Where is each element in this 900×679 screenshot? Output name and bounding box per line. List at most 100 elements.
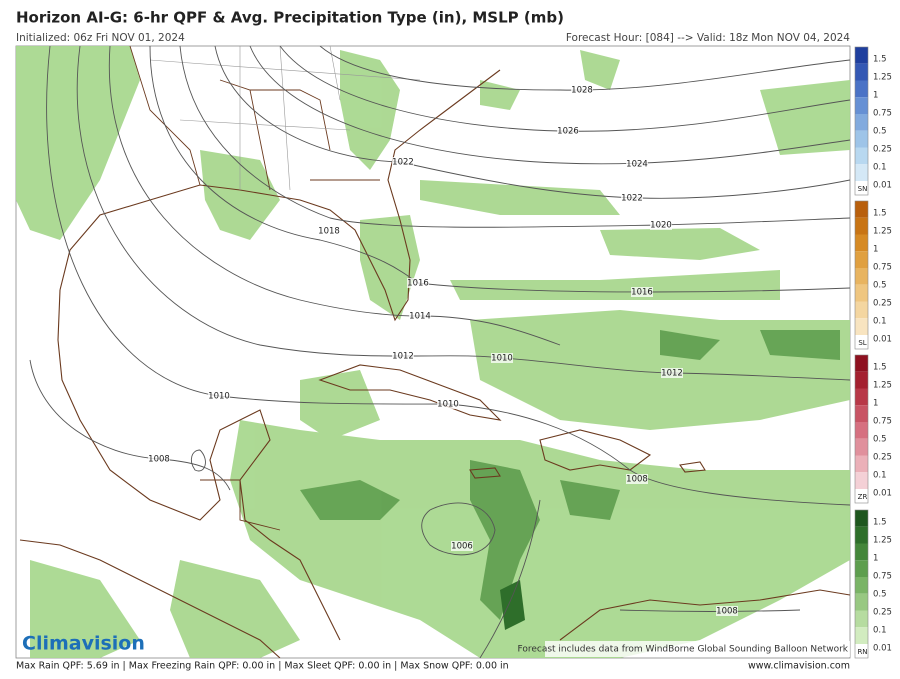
coastline (19, 539, 281, 658)
colorbar-tick-label: 1.5 (873, 518, 887, 528)
colorbar-segment (855, 543, 868, 561)
isobar-label-bg (631, 287, 653, 297)
colorbar-tick-label: 0.75 (873, 263, 892, 273)
coastline (59, 69, 501, 322)
colorbar-tick-label: 0.1 (873, 163, 887, 173)
colorbar-tick-label: 0.25 (873, 145, 892, 155)
colorbar-segment (855, 610, 868, 628)
isobar-label: 1010 (437, 400, 459, 410)
isobar-label: 1022 (621, 194, 643, 204)
colorbar-segment (855, 318, 868, 335)
colorbar-segment (855, 284, 868, 302)
colorbar-tick-label: 0.5 (873, 435, 887, 445)
isobar-label-bg (407, 278, 429, 288)
jamaica (469, 467, 501, 479)
colorbar-tick-label: 0.01 (873, 644, 892, 654)
colorbar-tick-label: 0.5 (873, 281, 887, 291)
colorbar-segment (855, 405, 868, 422)
isobar-label: 1016 (407, 279, 429, 289)
colorbar-segment (855, 80, 868, 98)
isobar-label-bg (208, 391, 230, 401)
precip-areas (16, 46, 850, 658)
colorbar-frame (854, 200, 869, 350)
isobar-label-bg (621, 193, 643, 203)
isobar-label-bg (437, 399, 459, 409)
colorbar-segment (855, 472, 868, 489)
colorbar-segment (855, 371, 868, 389)
colorbar-tick-label: 0.01 (873, 181, 892, 191)
cuba (318, 364, 502, 421)
colorbar-tick-label: 0.5 (873, 127, 887, 137)
colorbar-tick-label: 1.25 (873, 536, 892, 546)
isobar-label: 1026 (557, 127, 579, 137)
isobar-labels: 1028 1026 1024 1022 1022 1020 1018 1016 1016 1014… (148, 85, 738, 617)
colorbar-segment (855, 217, 868, 235)
colorbar-tick-label: 0.5 (873, 590, 887, 600)
colorbar-tick-label: 1.5 (873, 363, 887, 373)
colorbar-type-code: SL (858, 339, 866, 347)
init-time: Initialized: 06z Fri NOV 01, 2024 (16, 32, 185, 44)
colorbar-segment (855, 388, 868, 406)
colorbar-tick-label: 0.01 (873, 335, 892, 345)
isobar-label: 1008 (626, 475, 648, 485)
precip-max (500, 580, 525, 630)
isobar-label: 1010 (491, 354, 513, 364)
colorbar-segment (855, 301, 868, 319)
isobar-label: 1022 (392, 158, 414, 168)
colorbar-segment (855, 627, 868, 644)
title: Horizon AI-G: 6-hr QPF & Avg. Precipitat… (16, 9, 564, 27)
puerto-rico (679, 461, 706, 473)
colorbar-tick-label: 1 (873, 245, 878, 255)
isobar-label-bg (148, 454, 170, 464)
note-backdrop (545, 641, 850, 657)
isobar-label: 1018 (318, 227, 340, 237)
border (200, 479, 281, 531)
map: 1028 1026 1024 1022 1022 1020 1018 1016 1016 1014… (15, 45, 851, 659)
colorbar-tick-label: 0.75 (873, 572, 892, 582)
isobar-label: 1012 (392, 352, 414, 362)
valid-time: Forecast Hour: [084] --> Valid: 18z Mon … (566, 32, 850, 44)
colorbar-type-code: RN (857, 648, 867, 656)
colorbar-segment (855, 422, 868, 439)
precip-heavy (300, 330, 840, 620)
isobar-label: 1024 (626, 160, 648, 170)
isobar-label-bg (557, 126, 579, 136)
colorbar-type-code: SN (858, 185, 868, 193)
colorbar-segment (855, 526, 868, 544)
logo: Climavision (22, 633, 145, 655)
isobar-label: 1014 (409, 312, 431, 322)
footer-stats: Max Rain QPF: 5.69 in | Max Freezing Rai… (16, 661, 509, 672)
isobar-label-bg (392, 157, 414, 167)
colorbar-frame (854, 354, 869, 504)
colorbar-segment (855, 63, 868, 81)
colorbar-segment (855, 201, 868, 218)
isobar-label: 1008 (148, 455, 170, 465)
isobar-label-bg (318, 226, 340, 236)
colorbar-tick-label: 1.5 (873, 209, 887, 219)
legend: 1.5 1.25 1 0.75 0.5 0.25 0.1 0.01 SN 1.5 1.25 1 0.75… (854, 46, 892, 659)
state-borders (129, 46, 380, 191)
colorbar-tick-label: 1 (873, 399, 878, 409)
isobar-label: 1020 (650, 221, 672, 231)
colorbar-tick-label: 0.75 (873, 109, 892, 119)
colorbar-segment (855, 97, 868, 114)
colorbar-tick-label: 0.25 (873, 608, 892, 618)
colorbar-tick-label: 0.75 (873, 417, 892, 427)
isobar-label: 1028 (571, 86, 593, 96)
colorbar-tick-label: 1 (873, 91, 878, 101)
colorbar-segment (855, 560, 868, 577)
isobar-label-bg (650, 220, 672, 230)
colorbar-tick-label: 0.1 (873, 317, 887, 327)
isobar-label-bg (626, 159, 648, 169)
colorbar-tick-label: 0.1 (873, 626, 887, 636)
isobar-label-bg (392, 351, 414, 361)
colorbar-segment (855, 47, 868, 64)
isobar-label: 1008 (716, 607, 738, 617)
isobar-label-bg (716, 606, 738, 616)
colorbar-tick-label: 1.25 (873, 381, 892, 391)
colorbar-segment (855, 251, 868, 268)
colorbar-segment (855, 234, 868, 252)
isobar-label-bg (491, 353, 513, 363)
colorbar-segment (855, 114, 868, 131)
